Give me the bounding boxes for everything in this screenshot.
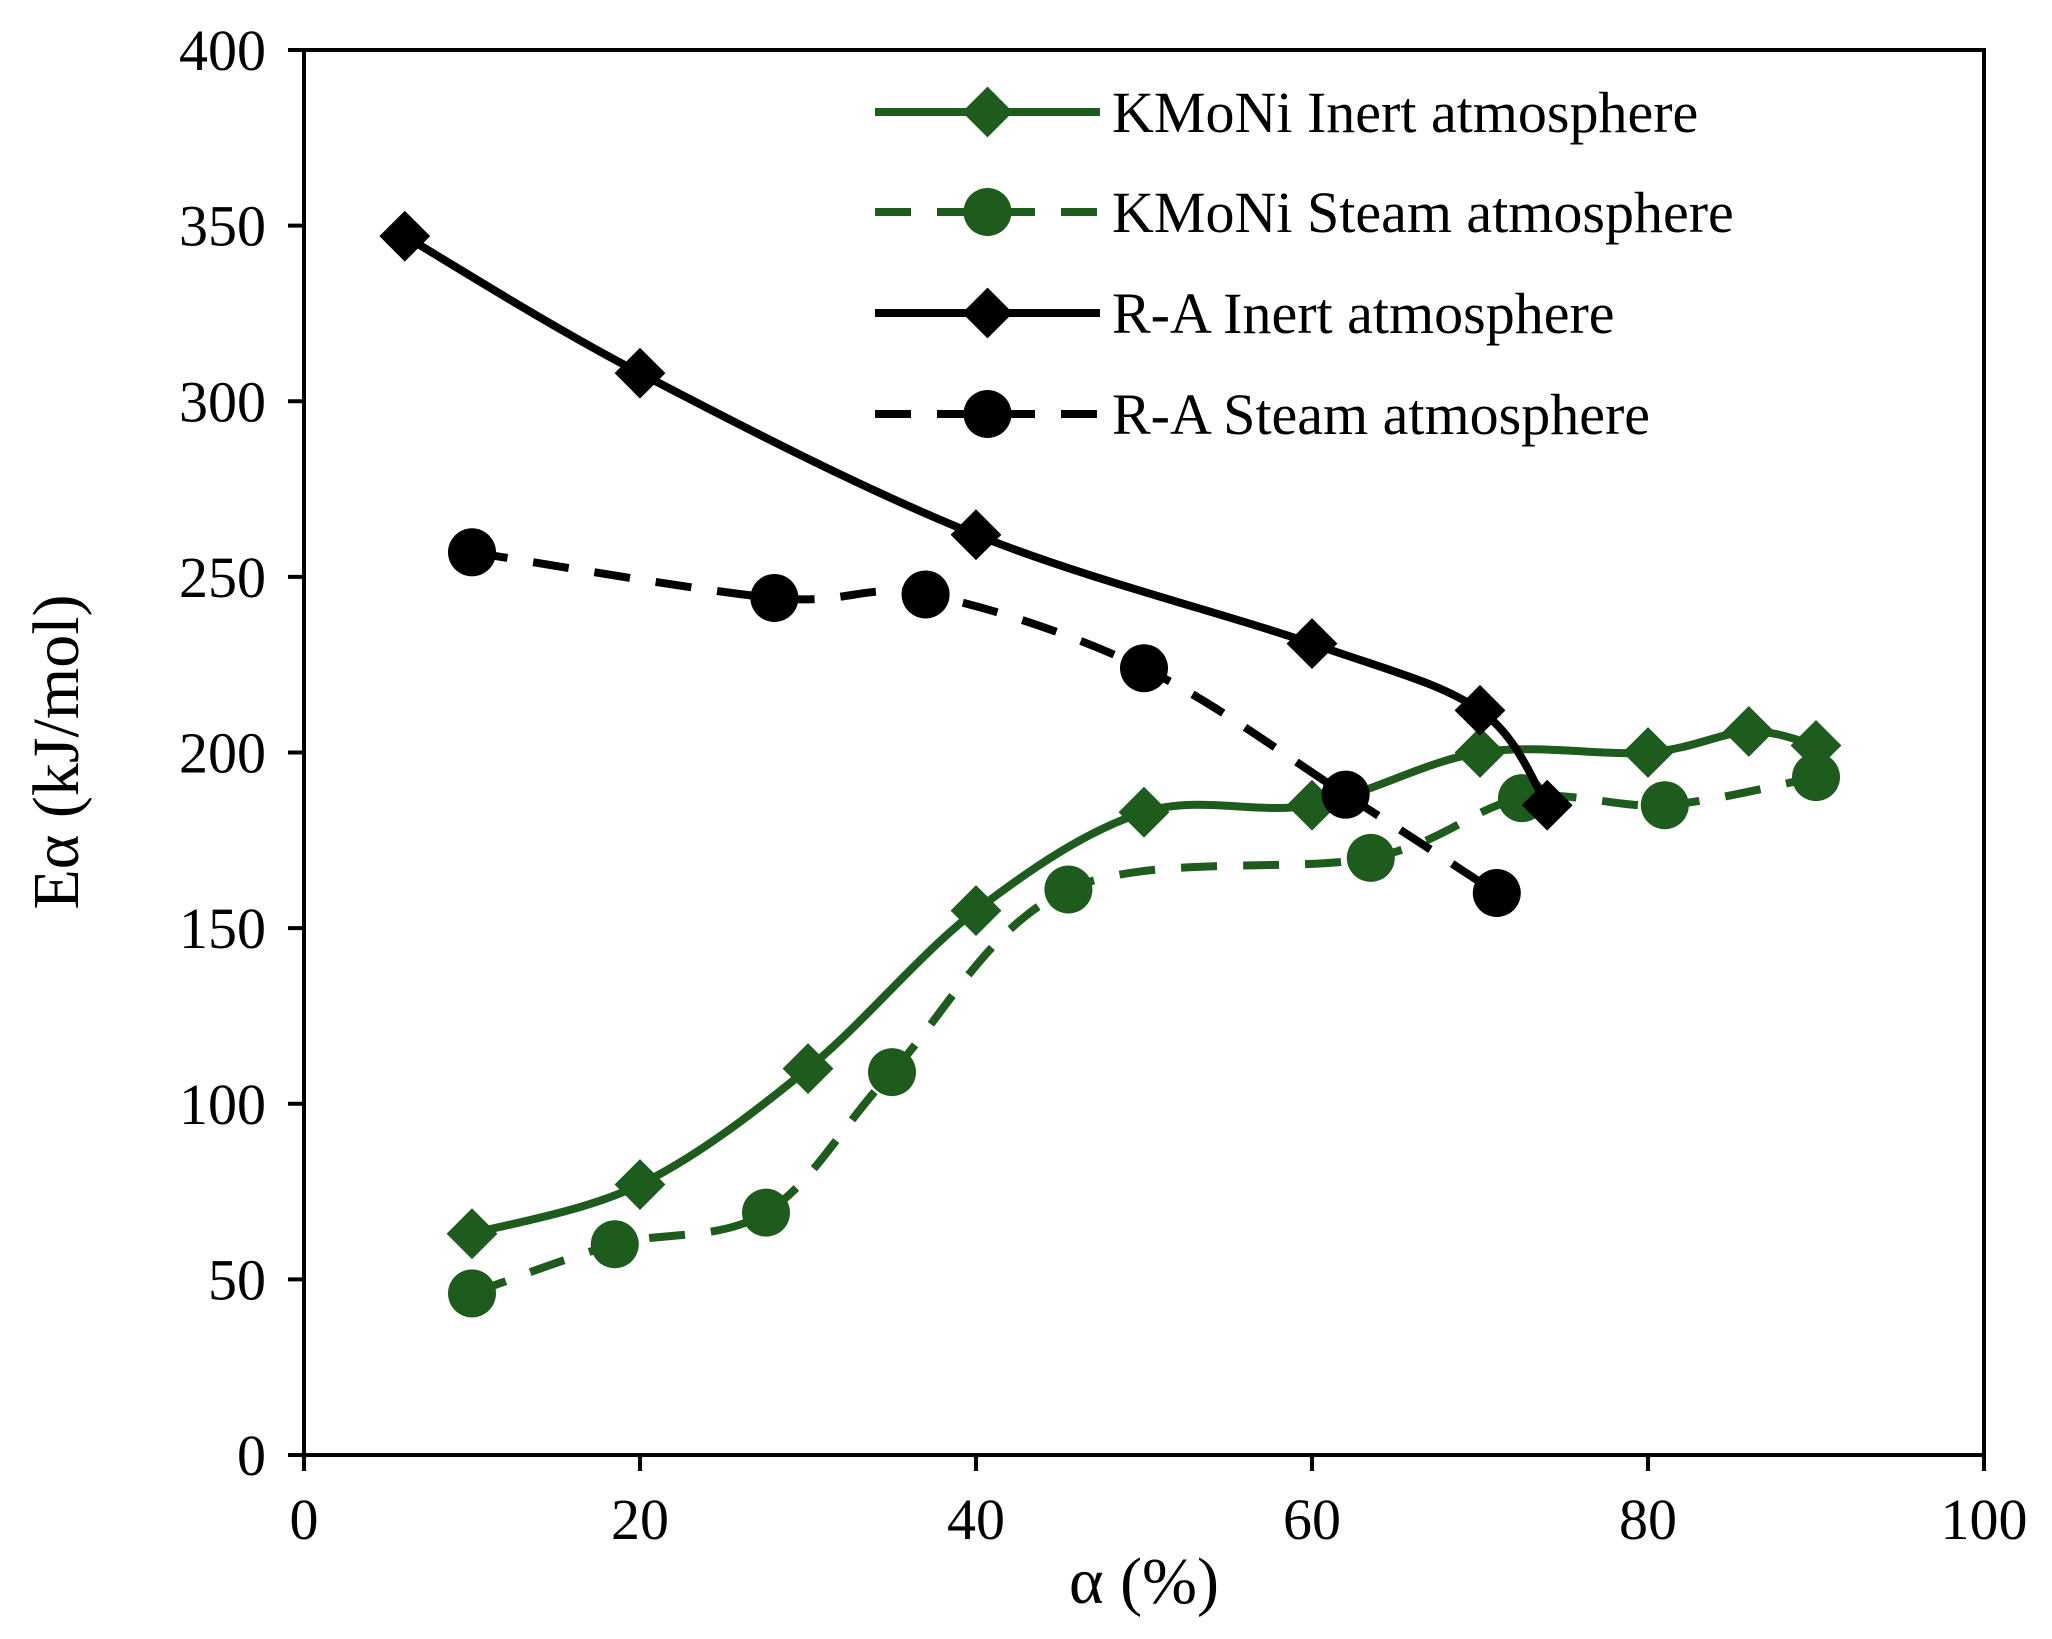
y-tick-label: 400 xyxy=(179,18,266,83)
data-point-ra-inert xyxy=(1521,779,1573,831)
data-point-kmoni-inert xyxy=(446,1208,498,1260)
x-axis-title: α (%) xyxy=(1069,1545,1219,1618)
data-point-ra-inert xyxy=(950,509,1002,561)
series-layer xyxy=(379,210,1842,1318)
data-point-ra-steam xyxy=(1472,869,1521,917)
data-point-kmoni-steam xyxy=(590,1220,639,1269)
data-point-kmoni-inert xyxy=(614,1159,666,1210)
data-point-ra-inert xyxy=(614,347,666,399)
data-point-kmoni-steam xyxy=(1346,833,1395,882)
data-point-ra-steam xyxy=(750,573,799,622)
data-point-kmoni-inert xyxy=(1622,727,1674,778)
data-point-kmoni-steam xyxy=(868,1048,916,1097)
series-ra-inert xyxy=(379,210,1573,831)
y-tick-label: 150 xyxy=(179,896,266,961)
legend: KMoNi Inert atmosphere KMoNi Steam atmosp… xyxy=(875,80,1734,447)
legend-item-ra-steam: R-A Steam atmosphere xyxy=(875,382,1650,447)
series-kmoni-steam xyxy=(448,753,1840,1318)
x-tick-label: 0 xyxy=(290,1487,319,1552)
y-tick-label: 0 xyxy=(237,1423,266,1488)
data-point-ra-inert xyxy=(1286,618,1338,670)
legend-marker xyxy=(962,86,1013,138)
x-tick-label: 20 xyxy=(611,1487,669,1552)
series-ra-steam xyxy=(448,528,1521,917)
data-point-ra-steam xyxy=(1120,644,1168,693)
data-point-kmoni-steam xyxy=(1792,753,1840,802)
data-point-kmoni-inert xyxy=(1454,727,1506,778)
series-line-kmoni-steam xyxy=(470,773,1817,1298)
x-tick-label: 60 xyxy=(1283,1487,1341,1552)
data-point-ra-steam xyxy=(448,528,496,577)
legend-label: KMoNi Steam atmosphere xyxy=(1112,180,1734,245)
legend-item-kmoni-steam: KMoNi Steam atmosphere xyxy=(875,180,1734,245)
data-point-ra-inert xyxy=(1454,684,1506,736)
legend-item-ra-inert: R-A Inert atmosphere xyxy=(875,281,1615,346)
data-point-kmoni-steam xyxy=(1640,781,1689,830)
y-tick-label: 350 xyxy=(179,194,266,259)
y-tick-label: 200 xyxy=(179,721,266,786)
data-point-kmoni-inert xyxy=(1118,786,1170,838)
data-point-kmoni-inert xyxy=(782,1043,834,1095)
data-point-kmoni-steam xyxy=(1044,865,1093,914)
legend-label: KMoNi Inert atmosphere xyxy=(1112,80,1698,145)
y-tick-label: 250 xyxy=(179,545,266,610)
x-tick-label: 100 xyxy=(1941,1487,2028,1552)
legend-item-kmoni-inert: KMoNi Inert atmosphere xyxy=(875,80,1698,145)
data-point-kmoni-inert xyxy=(1723,706,1775,757)
legend-label: R-A Steam atmosphere xyxy=(1112,382,1650,447)
data-point-ra-inert xyxy=(379,210,431,262)
data-point-kmoni-steam xyxy=(448,1269,496,1318)
data-point-ra-steam xyxy=(1321,770,1370,819)
legend-marker xyxy=(963,390,1012,438)
y-tick-label: 100 xyxy=(179,1072,266,1137)
plot-area-frame xyxy=(302,48,1986,1457)
y-axis-title: Eα (kJ/mol) xyxy=(20,594,93,909)
series-kmoni-inert xyxy=(446,706,1842,1260)
y-axis: 0 50 100 150 200 250 300 350 400 xyxy=(179,18,304,1488)
x-axis: 0 20 40 60 80 100 xyxy=(290,1455,2028,1552)
series-line-ra-steam xyxy=(471,548,1499,897)
legend-marker xyxy=(962,287,1013,339)
data-point-kmoni-steam xyxy=(742,1188,790,1237)
y-tick-label: 300 xyxy=(179,369,266,434)
legend-marker xyxy=(963,188,1012,236)
y-tick-label: 50 xyxy=(208,1247,266,1312)
x-tick-label: 80 xyxy=(1619,1487,1677,1552)
x-tick-label: 40 xyxy=(947,1487,1005,1552)
data-point-ra-steam xyxy=(901,570,950,619)
legend-label: R-A Inert atmosphere xyxy=(1112,281,1615,346)
data-point-kmoni-inert xyxy=(950,885,1002,936)
